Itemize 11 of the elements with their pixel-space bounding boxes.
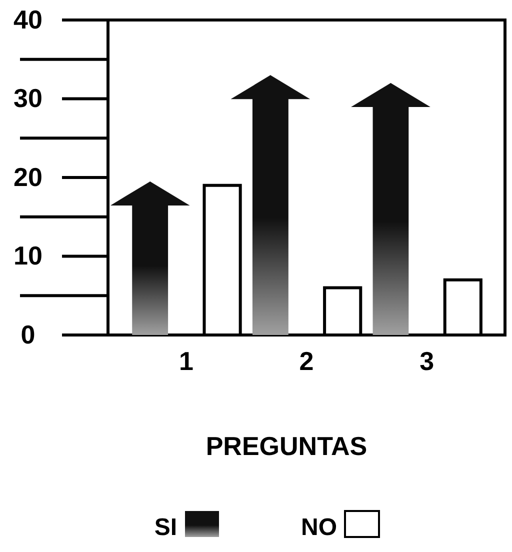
legend-label: NO xyxy=(301,514,337,541)
y-tick-label: 40 xyxy=(14,4,42,34)
x-tick-label: 3 xyxy=(420,346,434,376)
x-axis-title: PREGUNTAS xyxy=(206,431,368,461)
x-tick-label: 1 xyxy=(178,346,194,376)
y-tick-label: 30 xyxy=(14,83,42,114)
y-tick-label: 20 xyxy=(14,162,42,192)
legend-label: SI xyxy=(154,514,177,541)
y-tick-label: 0 xyxy=(20,319,36,350)
y-tick-label: 10 xyxy=(14,240,42,271)
x-tick-label: 2 xyxy=(299,346,314,376)
